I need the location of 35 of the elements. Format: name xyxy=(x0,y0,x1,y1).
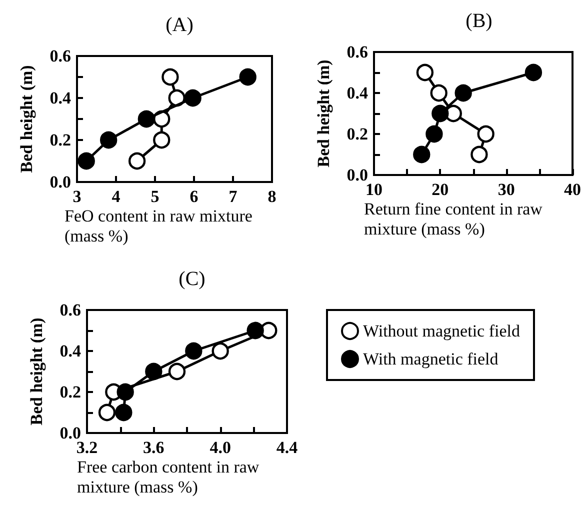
x-tick-label: 7 xyxy=(228,187,238,206)
y-tick-label: 0.2 xyxy=(346,124,368,144)
x-axis-title: FeO content in raw mixture (mass %) xyxy=(64,206,257,246)
x-tick-label: 20 xyxy=(432,180,449,199)
x-axis-title: Return fine content in raw mixture (mass %) xyxy=(364,200,547,238)
y-tick-label: 0.4 xyxy=(50,88,72,108)
y-tick-label: 0.4 xyxy=(60,342,82,360)
legend-label: Without magnetic field xyxy=(363,322,520,340)
x-tick-label: 8 xyxy=(268,187,276,206)
y-tick-label: 0.2 xyxy=(50,130,71,150)
x-axis-title: Free carbon content in raw mixture (mass %) xyxy=(77,458,264,496)
y-axis-title: Bed height (m) xyxy=(314,60,333,168)
y-tick-label: 0.6 xyxy=(346,42,368,62)
y-tick-label: 0.6 xyxy=(60,300,81,320)
y-tick-label: 0.6 xyxy=(50,46,71,66)
y-axis-title: Bed height (m) xyxy=(27,318,46,426)
x-tick-label: 4.0 xyxy=(210,438,231,457)
x-tick-label: 30 xyxy=(498,180,515,199)
chart-title: (A) xyxy=(166,14,194,36)
x-tick-label: 3 xyxy=(72,187,82,206)
x-tick-label: 4.4 xyxy=(276,438,298,457)
y-axis-title: Bed height (m) xyxy=(17,65,36,173)
y-tick-label: 0.0 xyxy=(346,166,368,184)
y-tick-label: 0.0 xyxy=(50,172,71,192)
y-tick-label: 0.4 xyxy=(346,84,368,102)
chart-title: (C) xyxy=(178,268,206,290)
legend-label: With magnetic field xyxy=(363,350,499,368)
chart-title: (B) xyxy=(466,10,492,32)
x-tick-label: 5 xyxy=(150,187,160,206)
x-tick-label: 6 xyxy=(190,187,198,206)
x-tick-label: 4 xyxy=(112,187,121,206)
x-tick-label: 10 xyxy=(366,180,382,199)
x-tick-label: 3.6 xyxy=(143,438,164,457)
x-tick-label: 40 xyxy=(564,180,581,199)
y-tick-label: 0.2 xyxy=(60,382,81,402)
